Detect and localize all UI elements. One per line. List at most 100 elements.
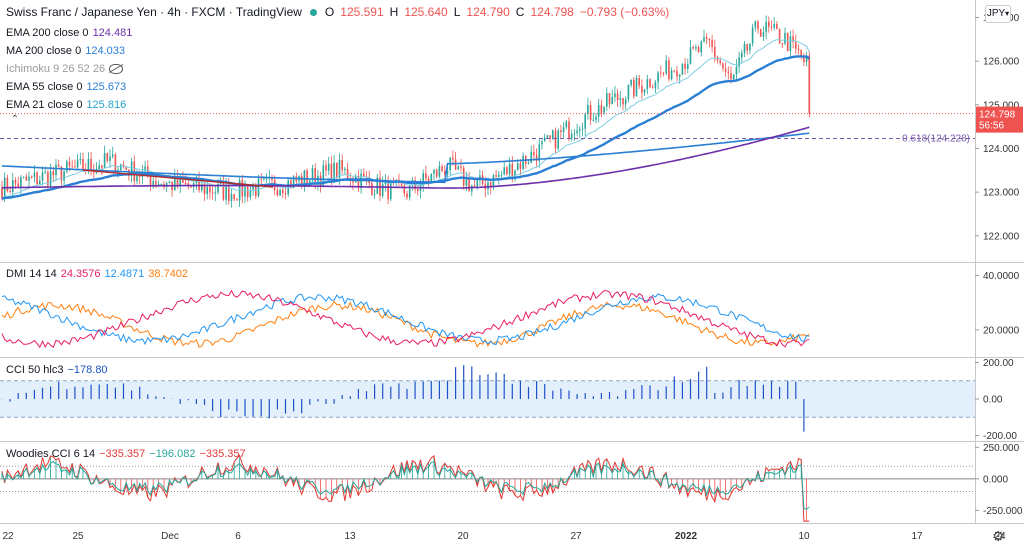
candle-body <box>265 178 268 180</box>
candle-body <box>438 166 441 177</box>
time-axis-label: 27 <box>570 531 582 542</box>
candle-body <box>168 181 171 184</box>
woodies-tick-label: -250.000 <box>983 506 1023 517</box>
legend-dmi[interactable]: DMI 14 14 24.3576 12.4871 38.7402 <box>6 268 188 280</box>
last-price-tag <box>976 106 1023 133</box>
candle-body <box>422 173 424 186</box>
hidden-eye-icon[interactable] <box>109 64 124 74</box>
candle-body <box>651 87 654 89</box>
candle-body <box>190 186 192 188</box>
candle-body <box>184 182 187 184</box>
legend-ema200[interactable]: EMA 200 close 0 124.481 <box>6 27 132 39</box>
candle-body <box>179 177 181 187</box>
candle-body <box>508 163 511 175</box>
gear-icon[interactable]: ⚙ <box>992 528 1005 544</box>
candle-body <box>319 175 322 186</box>
candle-body <box>152 181 154 186</box>
candle-body <box>670 70 673 80</box>
candle-body <box>74 166 76 168</box>
currency-dropdown[interactable]: JPY▾ <box>985 5 1011 23</box>
candle-body <box>149 176 152 186</box>
candle-body <box>241 179 244 197</box>
low-label: L <box>453 5 461 19</box>
candle-body <box>222 182 225 200</box>
collapse-legend-icon[interactable]: ⌃ <box>10 114 20 125</box>
candle-body <box>465 178 468 186</box>
legend-cci[interactable]: CCI 50 hlc3 −178.80 <box>6 364 108 376</box>
price-tick-label: 124.000 <box>983 144 1020 155</box>
candle-body <box>538 144 541 162</box>
candle-body <box>338 160 341 178</box>
close-value: 124.798 <box>530 5 574 19</box>
candle-body <box>444 171 446 175</box>
candle-body <box>676 71 678 77</box>
cci-tick-label: 200.00 <box>983 358 1014 369</box>
candle-body <box>130 161 133 176</box>
candle-body <box>109 156 111 161</box>
candle-body <box>668 60 670 80</box>
candle-body <box>341 160 343 171</box>
candle-body <box>587 105 589 115</box>
candle-body <box>468 178 470 192</box>
price-tick-label: 125.000 <box>983 100 1020 111</box>
candle-body <box>568 121 570 139</box>
open-label: O <box>324 5 335 19</box>
candle-body <box>157 184 160 186</box>
candle-body <box>230 194 233 202</box>
candle-body <box>430 173 433 182</box>
dmi-plus-value: 24.3576 <box>60 268 101 280</box>
price-tick-label: 122.000 <box>983 231 1020 242</box>
legend-label: Ichimoku 9 26 52 26 <box>6 63 106 75</box>
candle-body <box>44 172 46 174</box>
symbol-title[interactable]: Swiss Franc / Japanese Yen · 4h · FXCM ·… <box>6 5 302 19</box>
candle-body <box>47 172 49 186</box>
candle-body <box>49 171 52 186</box>
candle-body <box>770 26 773 28</box>
candle-body <box>495 175 497 177</box>
candle-body <box>692 47 694 49</box>
legend-ichimoku[interactable]: Ichimoku 9 26 52 26 <box>6 63 124 75</box>
candle-body <box>689 47 692 65</box>
close-label: C <box>515 5 525 19</box>
candle-body <box>554 130 557 149</box>
candle-body <box>616 93 619 101</box>
candle-body <box>257 178 260 197</box>
candle-body <box>514 170 516 179</box>
last-price-label: 124.798 <box>979 110 1016 121</box>
candle-body <box>762 32 765 37</box>
legend-value: 124.033 <box>85 45 125 57</box>
legend-ma200[interactable]: MA 200 close 0 124.033 <box>6 45 125 57</box>
candle-body <box>20 177 22 188</box>
candle-body <box>122 164 125 167</box>
dmi-minus-value: 12.4871 <box>104 268 145 280</box>
candle-body <box>309 180 311 184</box>
candle-body <box>90 158 92 170</box>
candle-body <box>33 172 36 178</box>
candle-body <box>55 164 57 176</box>
candle-body <box>687 64 689 69</box>
candle-body <box>300 176 303 186</box>
candle-body <box>66 161 68 172</box>
legend-woodies[interactable]: Woodies CCI 6 14 −335.357 −196.082 −335.… <box>6 448 246 460</box>
candle-body <box>589 105 592 121</box>
candle-body <box>543 137 546 142</box>
time-axis-label: 25 <box>72 531 84 542</box>
candle-body <box>746 43 748 51</box>
candle-body <box>805 55 808 62</box>
legend-value: 125.673 <box>86 81 127 93</box>
candle-body <box>530 151 532 163</box>
candle-body <box>619 98 622 101</box>
candle-body <box>182 177 184 183</box>
legend-ema21[interactable]: EMA 21 close 0 125.816 <box>6 99 126 111</box>
legend-ema55[interactable]: EMA 55 close 0 125.673 <box>6 81 126 93</box>
time-axis-label: 22 <box>2 531 14 542</box>
candle-body <box>711 40 713 48</box>
candle-body <box>597 104 600 117</box>
candle-body <box>722 63 724 69</box>
candle-body <box>63 171 65 181</box>
candle-body <box>106 153 109 161</box>
candle-body <box>549 135 551 139</box>
candle-body <box>144 166 146 172</box>
woodies-turbo-line <box>1 461 810 510</box>
